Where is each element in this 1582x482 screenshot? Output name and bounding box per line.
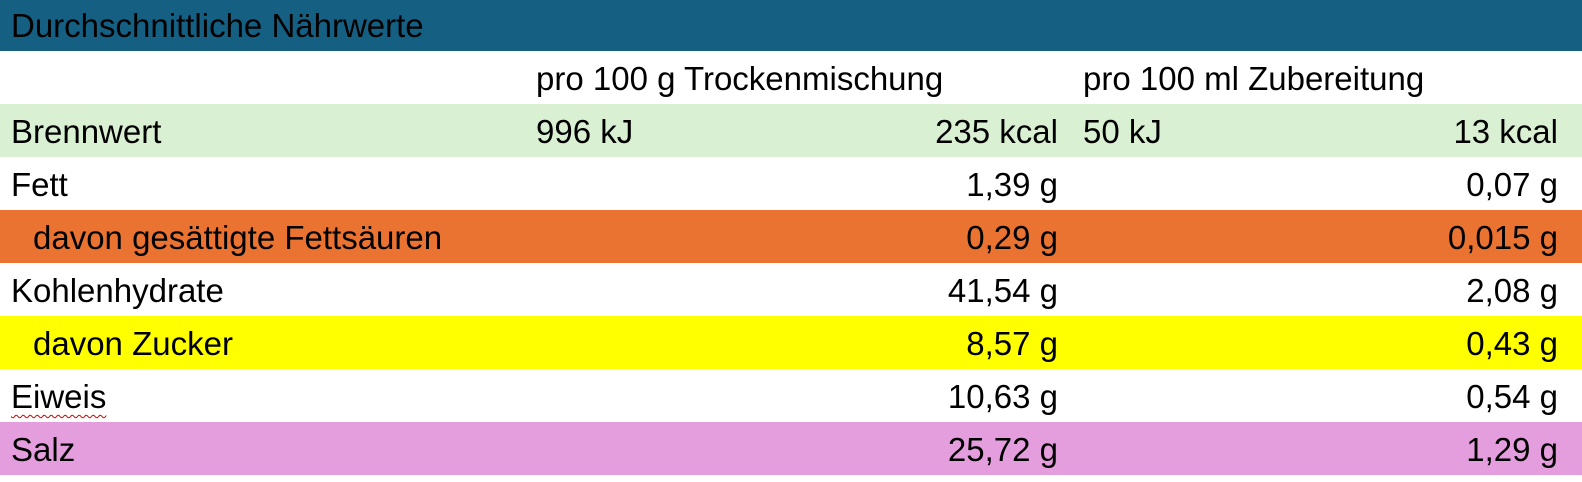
prep-value: 13 kcal [1453, 113, 1558, 150]
header-prepared: pro 100 ml Zubereitung [1083, 60, 1425, 97]
dry-value: 10,63 g [947, 378, 1058, 415]
row-salz: Salz 25,72 g 1,29 g [0, 422, 1582, 475]
prep-value: 0,54 g [1466, 378, 1558, 415]
prep-value: 2,08 g [1466, 272, 1558, 309]
dry-kj-value: 996 kJ [536, 113, 634, 150]
dry-value: 0,29 g [966, 219, 1058, 256]
row-fett: Fett 1,39 g 0,07 g [0, 157, 1582, 210]
row-label: Fett [11, 166, 68, 203]
table-title: Durchschnittliche Nährwerte [11, 7, 424, 44]
row-label: Brennwert [11, 113, 162, 150]
prep-value: 0,015 g [1447, 219, 1558, 256]
row-label: Kohlenhydrate [11, 272, 224, 309]
row-label[interactable]: Eiweis [11, 378, 107, 415]
prep-value: 1,29 g [1466, 431, 1558, 468]
title-bar: Durchschnittliche Nährwerte [0, 0, 1582, 51]
row-eiweis: Eiweis 10,63 g 0,54 g [0, 369, 1582, 422]
dry-value: 1,39 g [966, 166, 1058, 203]
dry-value: 41,54 g [947, 272, 1058, 309]
header-row: pro 100 g Trockenmischung pro 100 ml Zub… [0, 51, 1582, 104]
row-kohlenhydrate: Kohlenhydrate 41,54 g 2,08 g [0, 263, 1582, 316]
prep-kj-value: 50 kJ [1083, 113, 1162, 150]
row-label: davon gesättigte Fettsäuren [33, 219, 443, 256]
dry-value: 235 kcal [935, 113, 1058, 150]
header-dry: pro 100 g Trockenmischung [536, 60, 944, 97]
dry-value: 8,57 g [966, 325, 1058, 362]
prep-value: 0,43 g [1466, 325, 1558, 362]
row-label: Salz [11, 431, 76, 468]
row-zucker: davon Zucker 8,57 g 0,43 g [0, 316, 1582, 369]
row-gesaettigte-fettsaeuren: davon gesättigte Fettsäuren 0,29 g 0,015… [0, 210, 1582, 263]
dry-value: 25,72 g [947, 431, 1058, 468]
row-brennwert: Brennwert 996 kJ 235 kcal 50 kJ 13 kcal [0, 104, 1582, 157]
row-label: davon Zucker [33, 325, 233, 362]
prep-value: 0,07 g [1466, 166, 1558, 203]
